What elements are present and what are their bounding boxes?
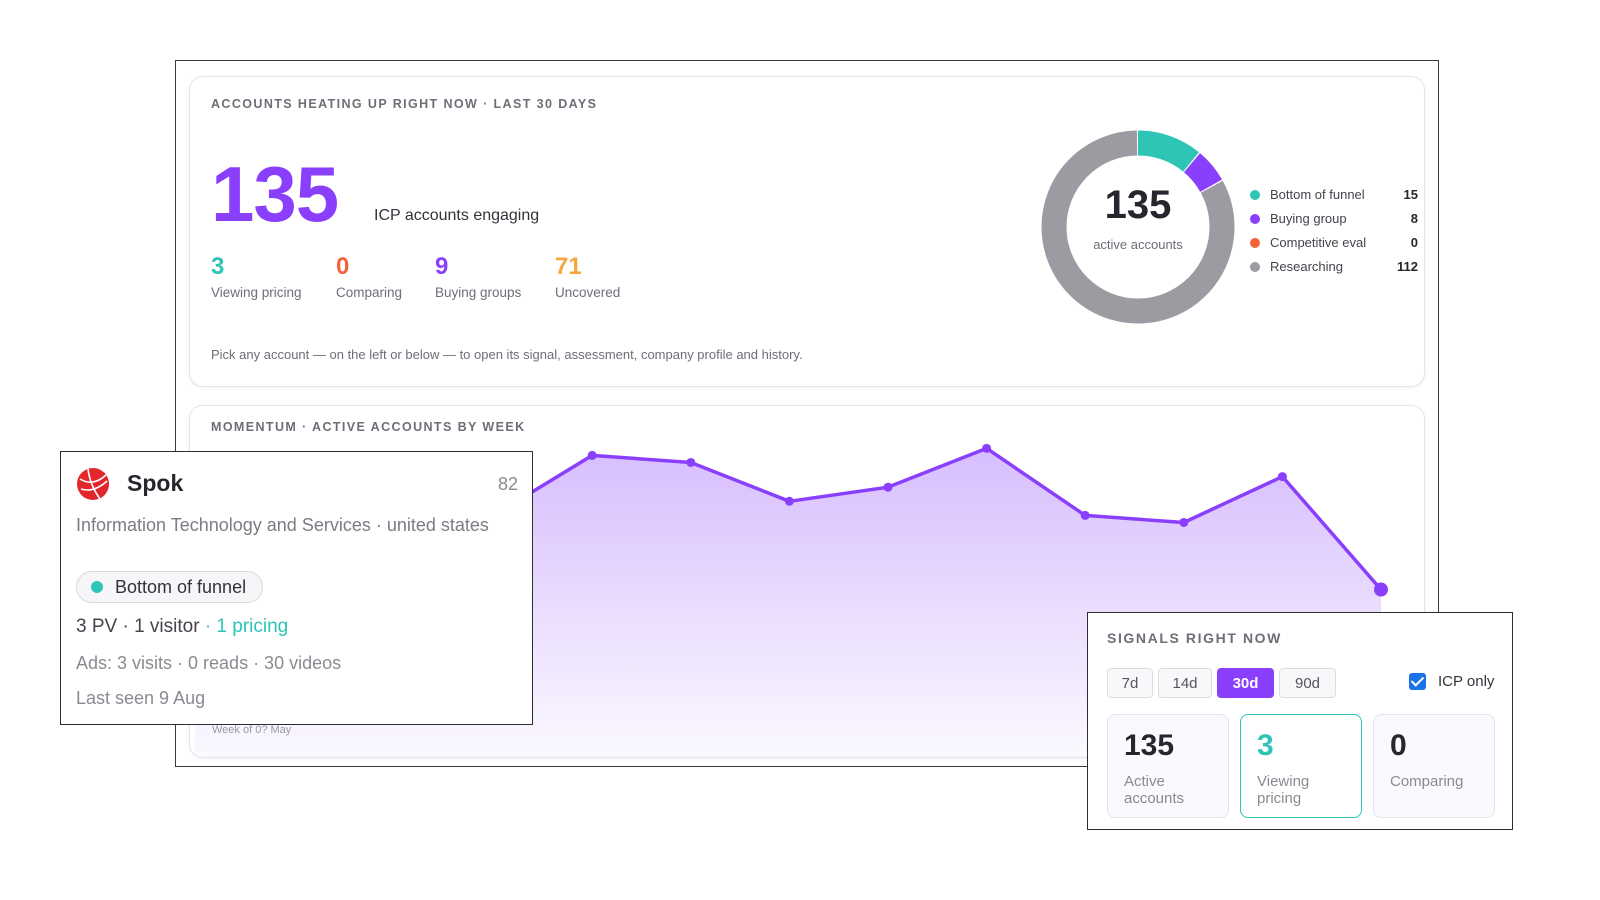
donut-segment-researching[interactable]: [1041, 130, 1235, 324]
account-activity: 3 PV · 1 visitor · 1 pricing: [76, 616, 288, 638]
pricing-text: · 1 pricing: [199, 616, 289, 637]
momentum-point[interactable]: [1374, 582, 1388, 597]
legend-label: Researching: [1270, 259, 1343, 274]
activity-text: 3 PV · 1 visitor: [76, 616, 200, 637]
account-card-spok[interactable]: Spok 82 Information Technology and Servi…: [60, 451, 533, 725]
legend-value: 0: [1410, 235, 1418, 250]
stage-dot-icon: [91, 581, 103, 593]
donut-svg: [1041, 130, 1235, 324]
tile-label: Comparing: [1390, 773, 1464, 790]
donut-legend: Bottom of funnel 15 Buying group 8 Compe…: [1250, 185, 1418, 281]
signals-title: SIGNALS RIGHT NOW: [1107, 630, 1282, 646]
tile-active-accounts[interactable]: 135 Active accounts: [1107, 714, 1229, 818]
legend-value: 15: [1403, 187, 1418, 202]
range-30d-button[interactable]: 30d: [1217, 668, 1274, 698]
momentum-point[interactable]: [1277, 472, 1287, 482]
account-name: Spok: [127, 470, 184, 496]
overview-card: ACCOUNTS HEATING UP RIGHT NOW · LAST 30 …: [189, 76, 1425, 387]
legend-label: Bottom of funnel: [1270, 187, 1365, 202]
tile-label: Active accounts: [1124, 773, 1185, 807]
signals-panel: SIGNALS RIGHT NOW 7d 14d 30d 90d ICP onl…: [1087, 612, 1513, 830]
account-industry: Information Technology and Services · un…: [76, 515, 489, 535]
legend-dot-icon: [1250, 214, 1260, 224]
momentum-title: MOMENTUM · ACTIVE ACCOUNTS BY WEEK: [211, 420, 526, 434]
account-ads: Ads: 3 visits · 0 reads · 30 videos: [76, 653, 342, 673]
legend-dot-icon: [1250, 262, 1260, 272]
stat-value: 71: [555, 253, 582, 280]
legend-value: 112: [1397, 259, 1418, 274]
momentum-point[interactable]: [686, 457, 696, 467]
stat-viewing-pricing[interactable]: 3 Viewing pricing: [211, 253, 302, 301]
overview-title: ACCOUNTS HEATING UP RIGHT NOW · LAST 30 …: [211, 97, 598, 111]
stat-label: Viewing pricing: [211, 285, 302, 300]
stage-donut-chart: 135 active accounts: [1040, 129, 1236, 325]
stat-label: Comparing: [336, 285, 403, 300]
tile-label: Viewing pricing: [1257, 773, 1310, 807]
stat-value: 0: [336, 253, 350, 280]
range-90d-button[interactable]: 90d: [1279, 668, 1336, 698]
spok-logo-icon: [77, 468, 109, 500]
hint-text: Pick any account — on the left or below …: [211, 347, 803, 362]
stat-value: 9: [435, 253, 449, 280]
icp-only-label: ICP only: [1438, 673, 1495, 690]
legend-item-bottom-of-funnel[interactable]: Bottom of funnel 15: [1250, 185, 1418, 209]
legend-item-researching[interactable]: Researching 112: [1250, 257, 1418, 281]
total-accounts-label: ICP accounts engaging: [374, 207, 540, 224]
donut-segment-bottom-of-funnel[interactable]: [1041, 130, 1235, 324]
momentum-point[interactable]: [982, 443, 992, 453]
momentum-point[interactable]: [1179, 517, 1189, 527]
legend-dot-icon: [1250, 238, 1260, 248]
stat-label: Buying groups: [435, 285, 522, 300]
tile-comparing[interactable]: 0 Comparing: [1373, 714, 1495, 818]
stat-buying-groups[interactable]: 9 Buying groups: [435, 253, 522, 301]
account-score: 82: [497, 474, 518, 494]
legend-label: Competitive eval: [1270, 235, 1367, 250]
momentum-point[interactable]: [883, 482, 893, 492]
icp-only-toggle[interactable]: ICP only: [1409, 673, 1494, 690]
momentum-point[interactable]: [784, 496, 794, 506]
stage-badge: Bottom of funnel: [76, 571, 264, 603]
stat-comparing[interactable]: 0 Comparing: [336, 253, 403, 301]
range-7d-button[interactable]: 7d: [1107, 668, 1153, 698]
legend-label: Buying group: [1270, 211, 1347, 226]
donut-center-label: active accounts: [1093, 237, 1183, 252]
legend-value: 8: [1410, 211, 1418, 226]
x-axis-label: Week of 0? May: [212, 724, 292, 736]
account-last-seen: Last seen 9 Aug: [76, 688, 206, 708]
tile-value: 135: [1124, 729, 1175, 762]
checkbox-checked-icon[interactable]: [1409, 673, 1426, 690]
stat-label: Uncovered: [555, 285, 621, 300]
tile-value: 3: [1257, 729, 1274, 762]
range-14d-button[interactable]: 14d: [1158, 668, 1212, 698]
donut-center-value: 135: [1104, 183, 1172, 227]
momentum-point[interactable]: [1080, 510, 1090, 520]
legend-item-competitive-eval[interactable]: Competitive eval 0: [1250, 233, 1418, 257]
momentum-point[interactable]: [587, 450, 597, 460]
tile-viewing-pricing[interactable]: 3 Viewing pricing: [1240, 714, 1362, 818]
total-accounts-value: 135: [211, 150, 339, 238]
legend-dot-icon: [1250, 190, 1260, 200]
legend-item-buying-group[interactable]: Buying group 8: [1250, 209, 1418, 233]
stat-value: 3: [211, 253, 225, 280]
tile-value: 0: [1390, 729, 1407, 762]
stat-uncovered[interactable]: 71 Uncovered: [555, 253, 621, 301]
stage-label: Bottom of funnel: [115, 576, 247, 597]
